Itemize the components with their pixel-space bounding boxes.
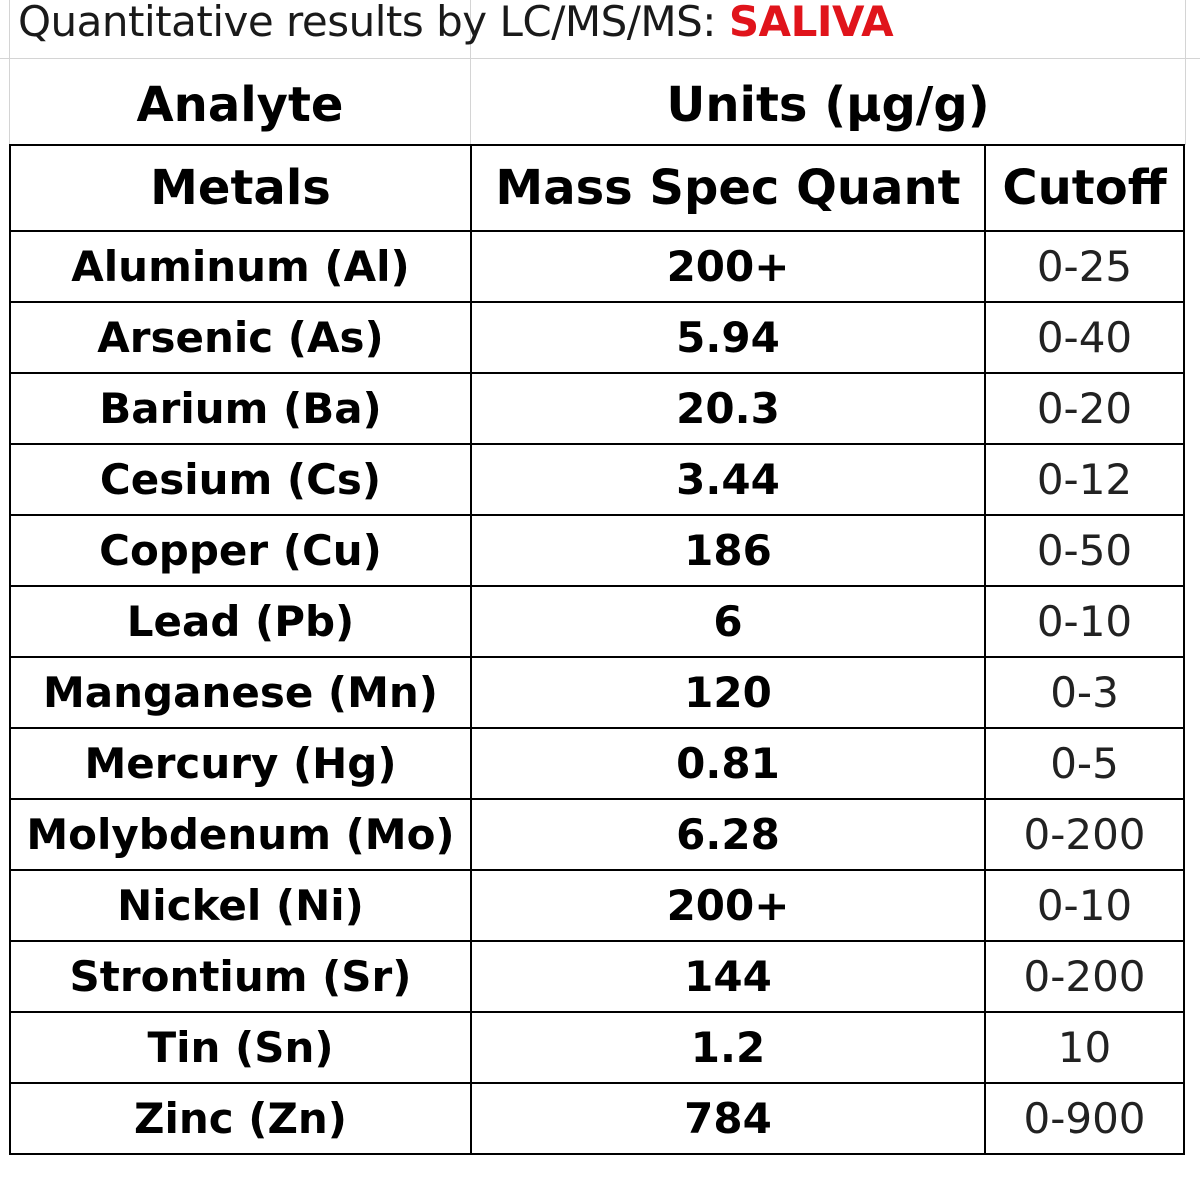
metal-cell: Nickel (Ni): [9, 869, 472, 942]
sheet-gridline: [1185, 0, 1186, 145]
cutoff-header: Cutoff: [984, 144, 1185, 232]
metal-cell: Lead (Pb): [9, 585, 472, 658]
mass-spec-quant-header: Mass Spec Quant: [470, 144, 986, 232]
quant-cell: 784: [470, 1082, 986, 1155]
metal-cell: Zinc (Zn): [9, 1082, 472, 1155]
metal-cell: Mercury (Hg): [9, 727, 472, 800]
metal-cell: Aluminum (Al): [9, 230, 472, 303]
table-row: Manganese (Mn) 120 0-3: [9, 656, 1185, 729]
cutoff-cell: 0-200: [984, 798, 1185, 871]
table-row: Mercury (Hg) 0.81 0-5: [9, 727, 1185, 800]
table-row: Copper (Cu) 186 0-50: [9, 514, 1185, 587]
quant-cell: 1.2: [470, 1011, 986, 1084]
metal-cell: Manganese (Mn): [9, 656, 472, 729]
table-row: Aluminum (Al) 200+ 0-25: [9, 230, 1185, 303]
quant-cell: 5.94: [470, 301, 986, 374]
metal-cell: Molybdenum (Mo): [9, 798, 472, 871]
cutoff-cell: 0-5: [984, 727, 1185, 800]
metals-header: Metals: [9, 144, 472, 232]
sheet-gridline: [0, 58, 1200, 59]
sheet-gridline: [9, 0, 10, 145]
analyte-header: Analyte: [136, 77, 344, 133]
title-highlight: SALIVA: [728, 0, 894, 46]
table-row: Arsenic (As) 5.94 0-40: [9, 301, 1185, 374]
quant-cell: 20.3: [470, 372, 986, 445]
cutoff-cell: 10: [984, 1011, 1185, 1084]
table-row: Zinc (Zn) 784 0-900: [9, 1082, 1185, 1155]
table-row: Lead (Pb) 6 0-10: [9, 585, 1185, 658]
cutoff-cell: 0-10: [984, 585, 1185, 658]
results-table: Metals Mass Spec Quant Cutoff Aluminum (…: [9, 144, 1185, 1155]
quant-cell: 186: [470, 514, 986, 587]
quant-cell: 3.44: [470, 443, 986, 516]
cutoff-cell: 0-25: [984, 230, 1185, 303]
cutoff-cell: 0-20: [984, 372, 1185, 445]
quant-cell: 6: [470, 585, 986, 658]
quant-cell: 0.81: [470, 727, 986, 800]
cutoff-cell: 0-900: [984, 1082, 1185, 1155]
quant-cell: 6.28: [470, 798, 986, 871]
quant-cell: 120: [470, 656, 986, 729]
title-text: Quantitative results by LC/MS/MS:: [18, 0, 729, 46]
cutoff-cell: 0-12: [984, 443, 1185, 516]
table-row: Tin (Sn) 1.2 10: [9, 1011, 1185, 1084]
cutoff-cell: 0-3: [984, 656, 1185, 729]
cutoff-cell: 0-10: [984, 869, 1185, 942]
table-row: Strontium (Sr) 144 0-200: [9, 940, 1185, 1013]
sheet-gridline: [470, 0, 471, 145]
metal-cell: Strontium (Sr): [9, 940, 472, 1013]
metal-cell: Copper (Cu): [9, 514, 472, 587]
header-row: Metals Mass Spec Quant Cutoff: [9, 144, 1185, 232]
page-title: Quantitative results by LC/MS/MS: SALIVA: [18, 0, 894, 50]
quant-cell: 200+: [470, 230, 986, 303]
metal-cell: Tin (Sn): [9, 1011, 472, 1084]
units-header: Units (µg/g): [666, 77, 990, 133]
table-row: Barium (Ba) 20.3 0-20: [9, 372, 1185, 445]
metal-cell: Cesium (Cs): [9, 443, 472, 516]
cutoff-cell: 0-40: [984, 301, 1185, 374]
metal-cell: Barium (Ba): [9, 372, 472, 445]
quant-cell: 144: [470, 940, 986, 1013]
table-row: Cesium (Cs) 3.44 0-12: [9, 443, 1185, 516]
quant-cell: 200+: [470, 869, 986, 942]
cutoff-cell: 0-200: [984, 940, 1185, 1013]
cutoff-cell: 0-50: [984, 514, 1185, 587]
table-row: Nickel (Ni) 200+ 0-10: [9, 869, 1185, 942]
table-row: Molybdenum (Mo) 6.28 0-200: [9, 798, 1185, 871]
metal-cell: Arsenic (As): [9, 301, 472, 374]
